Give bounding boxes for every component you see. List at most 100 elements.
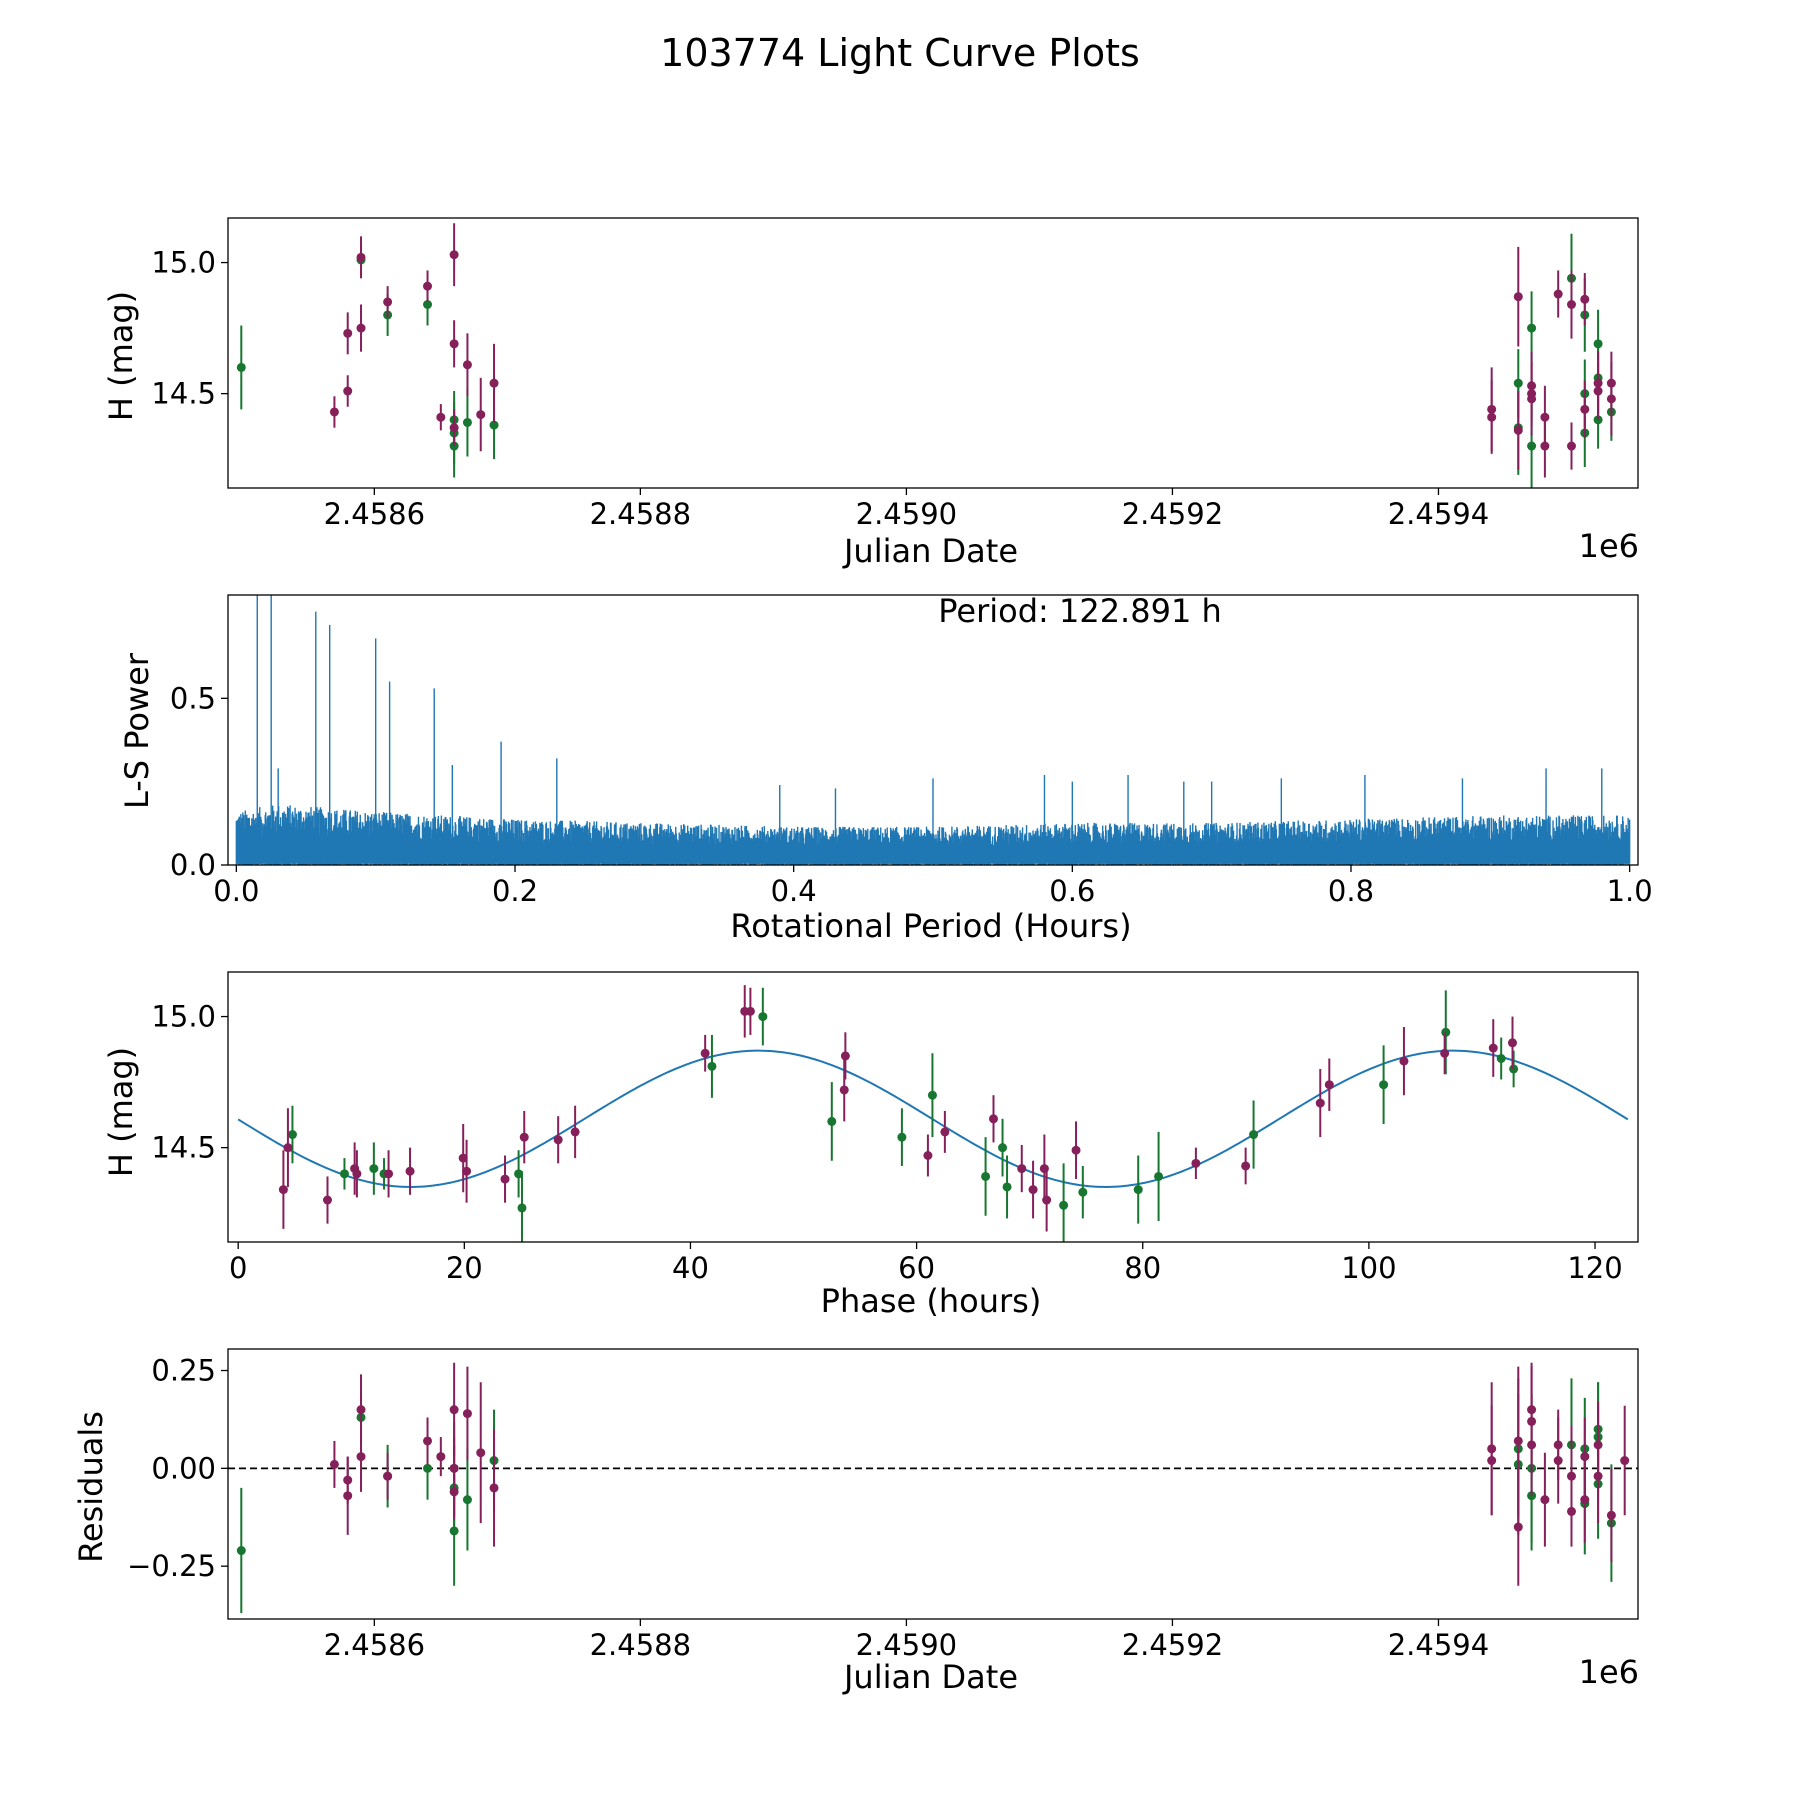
lightcurve-point-o — [449, 339, 459, 349]
lightcurve-offset-label: 1e6 — [1579, 527, 1639, 565]
residuals-point-o — [1527, 1416, 1537, 1426]
lightcurve-point-o — [1540, 412, 1550, 422]
residuals-point-o — [1580, 1495, 1590, 1505]
periodogram-xtick-label: 0.6 — [1049, 874, 1095, 908]
lightcurve-point-o — [436, 412, 446, 422]
phased-point-o — [1440, 1048, 1450, 1058]
residuals-point-o — [329, 1459, 339, 1469]
periodogram-ticks: 0.0 0.2 0.4 0.6 0.8 1.0 0.0 0.5 — [170, 681, 1653, 908]
residuals-point-o — [449, 1405, 459, 1415]
phased-ylabel: H (mag) — [102, 1047, 140, 1177]
residuals-ylabel: Residuals — [72, 1411, 110, 1563]
lightcurve-point-g — [489, 420, 499, 430]
residuals-panel: 2.4586 2.4588 2.4590 2.4592 2.4594 −0.25 0.00 0… — [72, 1348, 1639, 1696]
phased-xtick-label: 40 — [672, 1251, 709, 1285]
lightcurve-point-g — [462, 417, 472, 427]
lightcurve-xtick-label: 2.4594 — [1388, 497, 1489, 531]
phased-point-o — [323, 1195, 333, 1205]
phased-point-g — [287, 1130, 297, 1140]
phased-point-g — [514, 1169, 524, 1179]
phased-point-g — [998, 1143, 1008, 1153]
lightcurve-xtick-label: 2.4588 — [590, 497, 691, 531]
phased-point-g — [1249, 1130, 1259, 1140]
phased-point-o — [940, 1127, 950, 1137]
residuals-ytick-label: 0.00 — [151, 1451, 216, 1485]
residuals-point-o — [356, 1452, 366, 1462]
residuals-axes-frame — [227, 1348, 1639, 1620]
phased-point-g — [1379, 1080, 1389, 1090]
phased-point-o — [1071, 1145, 1081, 1155]
lightcurve-panel: 2.4586 2.4588 2.4590 2.4592 2.4594 14.5 15.0 J… — [102, 217, 1639, 570]
lightcurve-point-o — [1487, 412, 1497, 422]
residuals-point-o — [489, 1483, 499, 1493]
lightcurve-point-o — [356, 252, 366, 262]
residuals-point-o — [1606, 1510, 1616, 1520]
lightcurve-marks — [236, 223, 1616, 488]
phased-xtick-label: 80 — [1124, 1251, 1161, 1285]
phased-point-g — [1002, 1182, 1012, 1192]
phased-point-o — [1191, 1158, 1201, 1168]
periodogram-ytick-label: 0.5 — [170, 681, 216, 715]
lightcurve-point-g — [236, 362, 246, 372]
phased-point-o — [283, 1143, 293, 1153]
phased-point-o — [988, 1114, 998, 1124]
period-annotation: Period: 122.891 h — [938, 592, 1222, 630]
phased-point-g — [1078, 1187, 1088, 1197]
phased-point-o — [1488, 1043, 1498, 1053]
lightcurve-point-o — [489, 378, 499, 388]
phased-point-o — [462, 1166, 472, 1176]
residuals-point-o — [1593, 1440, 1603, 1450]
lightcurve-point-o — [1513, 425, 1523, 435]
lightcurve-point-o — [1566, 300, 1576, 310]
lightcurve-point-o — [1580, 294, 1590, 304]
lightcurve-xtick-label: 2.4586 — [324, 497, 425, 531]
lightcurve-point-o — [423, 281, 433, 291]
residuals-xtick-label: 2.4590 — [856, 1628, 957, 1662]
phased-point-o — [700, 1048, 710, 1058]
residuals-point-o — [356, 1405, 366, 1415]
phased-point-o — [1241, 1161, 1251, 1171]
phased-point-g — [897, 1132, 907, 1142]
phased-point-o — [1399, 1056, 1409, 1066]
phased-point-o — [1324, 1080, 1334, 1090]
periodogram-xtick-label: 0.0 — [213, 874, 259, 908]
lightcurve-point-o — [383, 297, 393, 307]
periodogram-xtick-label: 1.0 — [1607, 874, 1653, 908]
phased-panel: 0 20 40 60 80 100 120 14.5 15.0 Phase (hours) H … — [102, 971, 1639, 1320]
phased-point-o — [405, 1166, 415, 1176]
lightcurve-point-o — [462, 360, 472, 370]
residuals-point-o — [1540, 1495, 1550, 1505]
phased-point-g — [758, 1012, 768, 1022]
phased-point-g — [1059, 1200, 1069, 1210]
lightcurve-point-g — [1527, 323, 1537, 333]
phased-point-o — [1042, 1195, 1052, 1205]
residuals-point-o — [1620, 1456, 1630, 1466]
lightcurve-ytick-label: 14.5 — [151, 377, 216, 411]
periodogram-axes-frame — [227, 594, 1639, 866]
residuals-xtick-label: 2.4592 — [1122, 1628, 1223, 1662]
phased-xtick-label: 60 — [898, 1251, 935, 1285]
periodogram-ylabel: L-S Power — [118, 652, 156, 809]
residuals-ytick-label: −0.25 — [127, 1549, 216, 1583]
phased-point-o — [839, 1085, 849, 1095]
lightcurve-point-o — [343, 328, 353, 338]
phased-xtick-label: 20 — [446, 1251, 483, 1285]
lightcurve-point-o — [343, 386, 353, 396]
phased-point-o — [745, 1006, 755, 1016]
residuals-point-o — [436, 1452, 446, 1462]
phased-point-g — [1496, 1054, 1506, 1064]
lightcurve-point-o — [1553, 289, 1563, 299]
phased-point-g — [827, 1116, 837, 1126]
residuals-ticks: 2.4586 2.4588 2.4590 2.4592 2.4594 −0.25 0.00 0… — [127, 1354, 1489, 1662]
phased-xlabel: Phase (hours) — [821, 1282, 1042, 1320]
phased-ticks: 0 20 40 60 80 100 120 14.5 15.0 — [151, 1000, 1622, 1285]
phased-point-g — [1441, 1027, 1451, 1037]
phased-point-o — [1507, 1038, 1517, 1048]
lightcurve-point-o — [329, 407, 339, 417]
phased-point-g — [369, 1164, 379, 1174]
lightcurve-point-o — [449, 423, 459, 433]
periodogram-marks — [235, 595, 1631, 865]
residuals-point-o — [1566, 1471, 1576, 1481]
residuals-xlabel: Julian Date — [842, 1658, 1018, 1696]
